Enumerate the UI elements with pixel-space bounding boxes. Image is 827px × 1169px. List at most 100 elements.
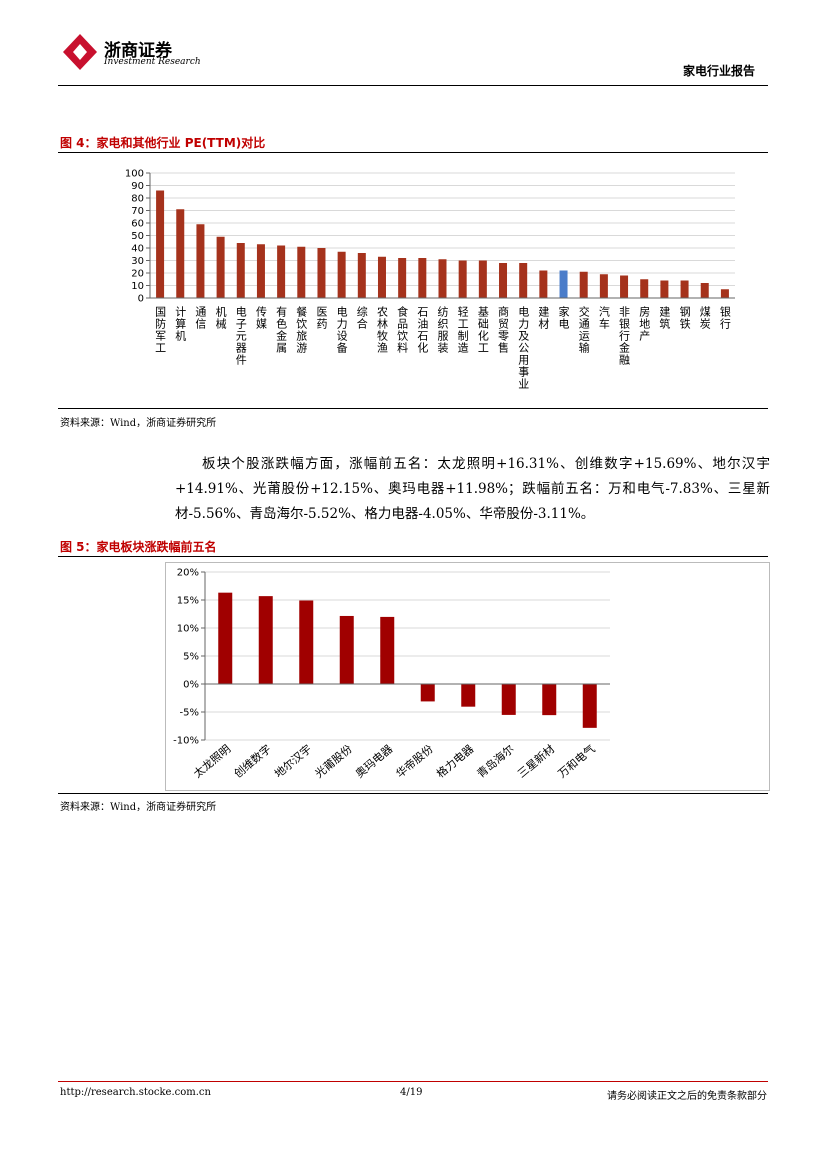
bar bbox=[519, 263, 528, 298]
bar bbox=[176, 209, 185, 298]
bar bbox=[357, 253, 366, 298]
footer-url: http://research.stocke.com.cn bbox=[60, 1087, 211, 1098]
bar bbox=[339, 615, 354, 684]
x-tick-label: 农林牧渔 bbox=[375, 305, 388, 354]
bar bbox=[499, 263, 508, 298]
x-tick-label: 家电 bbox=[557, 305, 570, 330]
figure-rule bbox=[58, 408, 768, 409]
x-tick-label: 通信 bbox=[194, 306, 207, 330]
x-tick-label: 太龙照明 bbox=[191, 742, 233, 780]
x-tick-label: 万和电气 bbox=[555, 742, 598, 781]
y-tick-label: 80 bbox=[131, 194, 144, 205]
figure-title: 图 4：家电和其他行业 PE(TTM)对比 bbox=[60, 136, 266, 150]
x-tick-label: 光莆股份 bbox=[312, 742, 355, 781]
y-tick-label: 60 bbox=[131, 219, 144, 230]
x-tick-label: 食品饮料 bbox=[396, 305, 409, 354]
x-tick-label: 交通运输 bbox=[577, 305, 590, 354]
bar bbox=[277, 245, 286, 298]
bar bbox=[297, 246, 306, 298]
report-type: 家电行业报告 bbox=[682, 64, 755, 78]
x-tick-label: 纺织服装 bbox=[436, 305, 449, 354]
bar bbox=[680, 280, 689, 298]
x-tick-label: 电力设备 bbox=[335, 306, 348, 354]
x-tick-label: 房地产 bbox=[638, 306, 651, 342]
bar bbox=[620, 275, 629, 298]
x-tick-label: 医药 bbox=[315, 306, 328, 330]
y-tick-label: 15% bbox=[177, 596, 199, 607]
y-tick-label: -10% bbox=[173, 736, 199, 747]
y-tick-label: 5% bbox=[183, 652, 199, 663]
x-tick-label: 地尔汉宇 bbox=[272, 742, 314, 780]
x-tick-label: 格力电器 bbox=[433, 742, 476, 781]
bar bbox=[299, 600, 314, 684]
source: 资料来源：Wind，浙商证券研究所 bbox=[60, 802, 217, 813]
bar bbox=[599, 274, 608, 298]
bar bbox=[258, 596, 273, 684]
bar bbox=[458, 260, 467, 298]
x-tick-label: 奥玛电器 bbox=[352, 742, 395, 781]
bar bbox=[640, 279, 649, 298]
x-tick-label: 建材 bbox=[537, 305, 550, 330]
x-tick-label: 建筑 bbox=[658, 305, 671, 330]
bar bbox=[720, 289, 729, 298]
x-tick-label: 综合 bbox=[355, 305, 368, 330]
bar bbox=[196, 224, 205, 298]
x-tick-label: 计算机 bbox=[174, 306, 187, 342]
y-tick-label: 0 bbox=[138, 294, 144, 305]
x-tick-label: 餐饮旅游 bbox=[295, 305, 308, 354]
source: 资料来源：Wind，浙商证券研究所 bbox=[60, 418, 217, 429]
y-tick-label: 40 bbox=[131, 244, 144, 255]
bar bbox=[256, 244, 265, 298]
x-tick-label: 创维数字 bbox=[231, 742, 274, 781]
y-tick-label: -5% bbox=[180, 708, 199, 719]
x-tick-label: 非银行金融 bbox=[618, 306, 631, 366]
bar bbox=[478, 260, 487, 298]
y-tick-label: 10 bbox=[131, 281, 144, 292]
x-tick-label: 银行 bbox=[718, 305, 731, 330]
x-tick-label: 石油石化 bbox=[416, 306, 429, 354]
x-tick-label: 钢铁 bbox=[678, 306, 691, 330]
x-tick-label: 煤炭 bbox=[698, 306, 711, 330]
page-number: 4/19 bbox=[400, 1087, 423, 1098]
x-tick-label: 青岛海尔 bbox=[474, 742, 517, 781]
bar bbox=[501, 684, 516, 715]
bar bbox=[216, 236, 225, 298]
bar bbox=[337, 251, 346, 298]
x-tick-label: 基础化工 bbox=[476, 306, 489, 354]
bar bbox=[156, 190, 165, 298]
bar bbox=[420, 684, 435, 702]
bar bbox=[461, 684, 476, 707]
bar bbox=[542, 684, 557, 716]
x-tick-label: 传媒 bbox=[254, 306, 267, 330]
x-tick-label: 国防军工 bbox=[154, 306, 167, 354]
bar bbox=[236, 243, 245, 298]
y-tick-label: 50 bbox=[131, 231, 144, 242]
x-tick-label: 华帝股份 bbox=[393, 742, 436, 781]
x-tick-label: 电力及公用事业 bbox=[517, 306, 530, 390]
bar bbox=[559, 270, 568, 298]
bar bbox=[579, 271, 588, 298]
y-tick-label: 70 bbox=[131, 206, 144, 217]
bar bbox=[377, 256, 386, 298]
bar bbox=[418, 258, 427, 298]
brand: 浙商证券 bbox=[104, 41, 172, 61]
disclaimer: 请务必阅读正文之后的免责条款部分 bbox=[607, 1091, 767, 1102]
y-tick-label: 30 bbox=[131, 256, 144, 267]
figure-title: 图 5：家电板块涨跌幅前五名 bbox=[60, 540, 217, 554]
figure-rule bbox=[58, 152, 768, 153]
y-tick-label: 10% bbox=[177, 624, 199, 635]
bar bbox=[218, 592, 233, 684]
x-tick-label: 机械 bbox=[214, 305, 227, 330]
figure-rule bbox=[58, 556, 768, 557]
chart-border bbox=[165, 562, 770, 791]
x-tick-label: 有色金属 bbox=[275, 305, 288, 354]
header-rule bbox=[58, 85, 768, 86]
logo bbox=[63, 34, 97, 70]
bar bbox=[582, 684, 597, 728]
y-tick-label: 20 bbox=[131, 269, 144, 280]
bar bbox=[700, 283, 709, 298]
x-tick-label: 三星新材 bbox=[514, 742, 557, 781]
y-tick-label: 100 bbox=[125, 169, 144, 180]
footer-rule bbox=[58, 1081, 768, 1082]
